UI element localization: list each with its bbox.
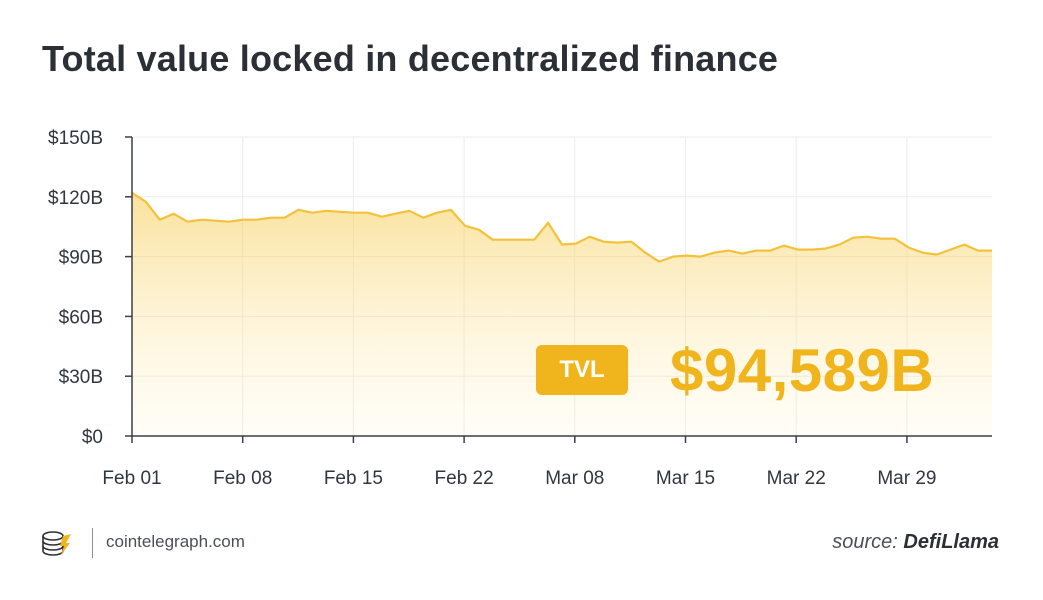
footer-divider [92, 528, 93, 558]
x-tick-label: Feb 01 [102, 468, 161, 489]
x-tick-label: Mar 22 [767, 468, 826, 489]
tvl-area [132, 192, 992, 436]
source-name: DefiLlama [903, 531, 999, 553]
tvl-badge: TVL [536, 345, 628, 395]
tvl-line [131, 191, 992, 263]
y-tick-label: $30B [59, 367, 103, 388]
tvl-value: $94,589B [670, 337, 935, 404]
x-tick-label: Mar 15 [656, 468, 715, 489]
x-axis-ticks: Feb 01 Feb 08 Feb 15 Feb 22 Mar 08 Mar 15 Mar … [102, 436, 936, 489]
x-tick-label: Feb 08 [213, 468, 272, 489]
y-axis-ticks: $0 $30B $60B $90B $120B $150B [48, 128, 132, 448]
chart-title: Total value locked in decentralized fina… [42, 38, 779, 79]
x-tick-label: Mar 29 [877, 468, 936, 489]
footer-source: source: DefiLlama [832, 531, 999, 554]
x-tick-label: Mar 08 [545, 468, 604, 489]
footer-site-text: cointelegraph.com [106, 532, 245, 551]
x-tick-label: Feb 22 [435, 468, 494, 489]
y-tick-label: $60B [59, 307, 103, 328]
y-tick-label: $150B [48, 128, 103, 149]
y-tick-label: $120B [48, 188, 103, 209]
source-prefix: source: [832, 531, 898, 553]
axes [131, 137, 992, 437]
y-tick-label: $90B [59, 248, 103, 269]
cointelegraph-logo-icon [42, 531, 71, 556]
x-tick-label: Feb 15 [324, 468, 383, 489]
y-tick-label: $0 [82, 427, 103, 448]
